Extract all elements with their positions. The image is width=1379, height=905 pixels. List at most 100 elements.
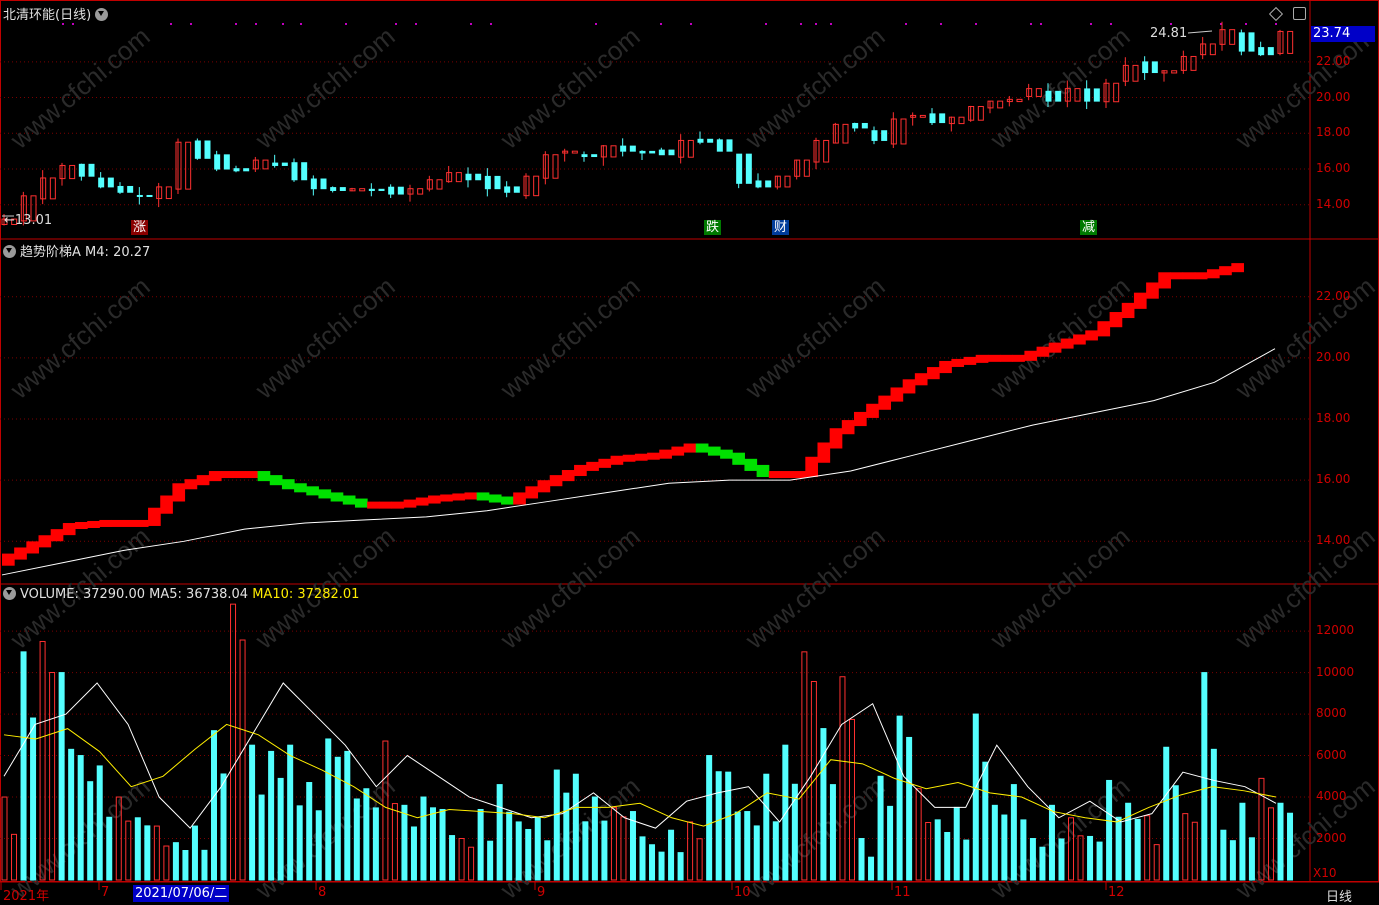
volume-bar [487,840,494,881]
period-label: (日线) [55,8,92,23]
candle-body [446,172,453,183]
ma10-line [3,723,1277,827]
volume-bar [1258,777,1265,881]
candle-body [349,188,356,192]
candle-body [1074,88,1081,102]
trend-step [172,483,186,502]
event-dot [905,23,907,25]
chevron-down-icon[interactable] [3,587,16,600]
volume-bar [877,775,884,881]
volume-bar [658,851,665,881]
trend-step [2,553,15,566]
trend-step [1194,272,1208,280]
candle-body [359,188,366,192]
low-price-annotation: ←13.01 [4,213,53,228]
candle-body [871,130,878,141]
candle-body [378,188,385,191]
volume-bar [687,821,694,881]
candle [291,158,308,182]
candle [620,138,636,157]
ma5-value: 36738.04 [186,587,249,602]
trend-name: 趋势阶梯A [20,245,81,260]
trend-step [452,493,466,501]
volume-bar [58,672,65,881]
volume-bar [744,811,751,881]
trend-step [513,492,526,505]
candle-body [658,149,665,156]
candle-body [243,168,250,172]
candle [794,159,810,180]
window-toggle-icon[interactable] [1293,7,1306,20]
candle-body [136,194,143,197]
event-dot [940,23,942,25]
volume-bar [210,730,217,881]
candle [542,151,559,185]
signal-marker-finance[interactable]: 财 [772,220,790,235]
volume-bar [934,819,941,881]
volume-panel-header: VOLUME: 37290.00 MA5: 36738.04 MA10: 372… [3,587,359,602]
ma5-line [3,682,1277,829]
candle-body [175,141,182,190]
watermark-text: www.cfchi.com [984,521,1136,655]
price-candles[interactable] [1,21,1294,226]
chevron-down-icon[interactable] [3,245,16,258]
candle-body [1209,43,1216,56]
volume-bars[interactable] [1,603,1294,881]
x-tick-label: 7 [101,885,110,900]
candle-body [1064,88,1071,102]
candle-body [339,187,346,191]
volume-bar [906,736,913,881]
m4-line [1,348,1276,576]
candle [233,165,250,173]
volume-bar [887,805,894,881]
trend-step [574,464,587,477]
trend-step [464,492,478,500]
trend-step [1146,282,1159,299]
candle-body [823,139,830,163]
candle-body [484,175,491,190]
candle-body [726,139,733,152]
candle-body [813,139,820,163]
signal-marker-reduce[interactable]: 减 [1080,220,1098,235]
volume-bar [706,755,713,881]
trend-y-tick: 18.00 [1316,411,1351,425]
candle [330,186,346,193]
candle [349,187,366,192]
volume-y-tick: 10000 [1316,664,1355,679]
candle-body [107,177,114,188]
candle [426,175,443,192]
volume-bar [1210,748,1217,881]
candle-body [301,162,308,181]
candle-body [156,186,163,200]
trend-step [38,535,52,548]
volume-bar [391,803,398,881]
candle [658,147,675,156]
volume-bar [534,817,541,881]
volume-bar [582,821,589,881]
trend-step [647,452,660,460]
event-dot [300,23,302,25]
watermark-text: www.cfchi.com [249,271,401,405]
candle-body [59,164,66,180]
candle-body [407,188,414,195]
candle-body [716,139,723,152]
price-annotations [2,30,1213,217]
period-mode-label[interactable]: 日线 [1326,890,1353,905]
candle [272,154,288,168]
event-dot [1220,23,1222,25]
signal-marker-rise[interactable]: 涨 [131,220,149,235]
chevron-down-icon[interactable] [95,8,109,21]
trend-step [987,354,1001,362]
volume-bar [982,761,989,881]
trend-step [14,547,27,560]
selected-date-box[interactable]: 2021/07/06/二 [133,885,230,902]
volume-bar [1087,835,1094,881]
trend-step [75,522,88,530]
event-dot [1170,23,1172,25]
candle-body [214,154,221,170]
trend-step [111,519,125,527]
signal-marker-fall[interactable]: 跌 [704,220,722,235]
candle-body [523,175,530,197]
chart-grid [0,61,1310,840]
watermark-text: www.cfchi.com [1229,271,1379,405]
